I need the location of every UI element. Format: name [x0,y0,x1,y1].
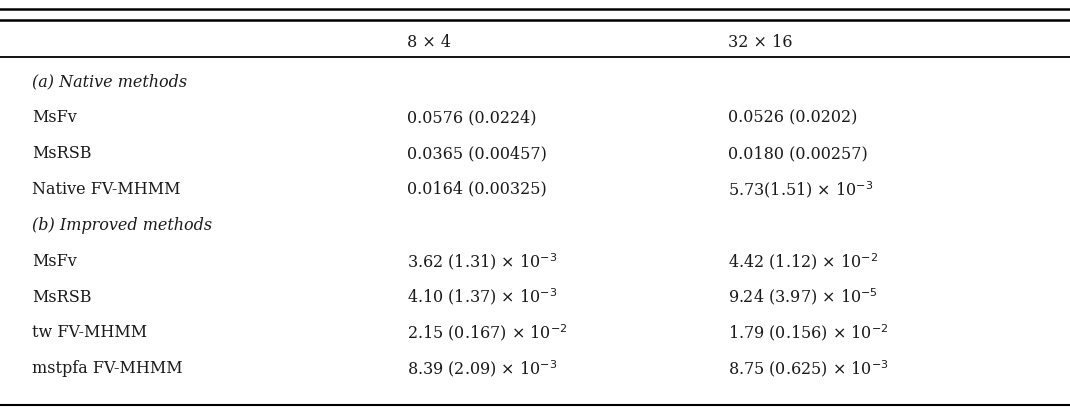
Text: Native FV-MHMM: Native FV-MHMM [32,181,181,198]
Text: 0.0526 (0.0202): 0.0526 (0.0202) [728,109,857,126]
Text: 4.42 (1.12) $\times$ 10$^{-2}$: 4.42 (1.12) $\times$ 10$^{-2}$ [728,251,877,272]
Text: MsFv: MsFv [32,253,77,270]
Text: tw FV-MHMM: tw FV-MHMM [32,324,148,341]
Text: MsRSB: MsRSB [32,288,92,306]
Text: 0.0164 (0.00325): 0.0164 (0.00325) [407,181,547,198]
Text: 2.15 (0.167) $\times$ 10$^{-2}$: 2.15 (0.167) $\times$ 10$^{-2}$ [407,322,567,344]
Text: mstpfa FV-MHMM: mstpfa FV-MHMM [32,360,183,377]
Text: 8.75 (0.625) $\times$ 10$^{-3}$: 8.75 (0.625) $\times$ 10$^{-3}$ [728,358,888,379]
Text: (b) Improved methods: (b) Improved methods [32,217,212,234]
Text: 1.79 (0.156) $\times$ 10$^{-2}$: 1.79 (0.156) $\times$ 10$^{-2}$ [728,322,888,344]
Text: 0.0576 (0.0224): 0.0576 (0.0224) [407,109,536,126]
Text: 0.0180 (0.00257): 0.0180 (0.00257) [728,145,868,162]
Text: 0.0365 (0.00457): 0.0365 (0.00457) [407,145,547,162]
Text: 8.39 (2.09) $\times$ 10$^{-3}$: 8.39 (2.09) $\times$ 10$^{-3}$ [407,358,557,379]
Text: (a) Native methods: (a) Native methods [32,73,187,90]
Text: 5.73(1.51) $\times$ 10$^{-3}$: 5.73(1.51) $\times$ 10$^{-3}$ [728,179,873,200]
Text: 4.10 (1.37) $\times$ 10$^{-3}$: 4.10 (1.37) $\times$ 10$^{-3}$ [407,286,557,308]
Text: 9.24 (3.97) $\times$ 10$^{-5}$: 9.24 (3.97) $\times$ 10$^{-5}$ [728,286,877,308]
Text: MsRSB: MsRSB [32,145,92,162]
Text: MsFv: MsFv [32,109,77,126]
Text: 8 × 4: 8 × 4 [407,34,450,51]
Text: 3.62 (1.31) $\times$ 10$^{-3}$: 3.62 (1.31) $\times$ 10$^{-3}$ [407,251,557,272]
Text: 32 × 16: 32 × 16 [728,34,792,51]
